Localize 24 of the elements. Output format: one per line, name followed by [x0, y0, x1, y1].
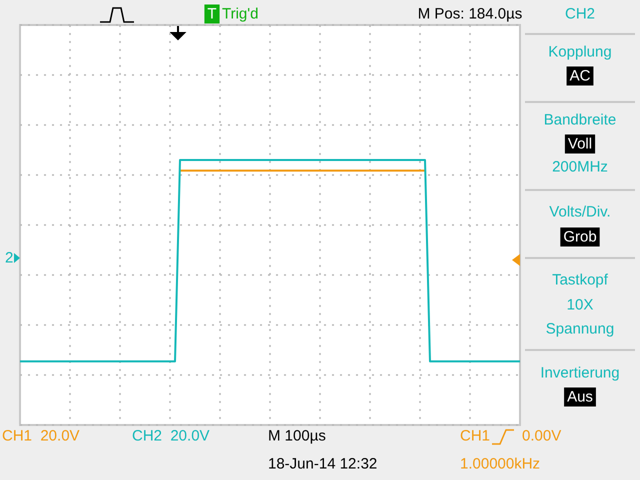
- text: CH1 20.0V: [2, 428, 80, 444]
- text: Spannung: [546, 320, 614, 338]
- text: Bandbreite: [544, 112, 616, 128]
- text: CH1: [460, 428, 490, 444]
- text: Volts/Div.: [549, 204, 611, 220]
- text: CH2: [564, 6, 596, 22]
- text: Kopplung: [548, 44, 612, 60]
- text: 200MHz: [552, 158, 608, 176]
- text: Tastkopf: [552, 272, 609, 288]
- text: CH2 20.0V: [132, 428, 210, 444]
- text: M 100µs: [268, 428, 326, 444]
- text: 1.00000kHz: [460, 456, 540, 472]
- text: 0.00V: [522, 428, 562, 444]
- text: 2: [5, 250, 14, 266]
- text: 18-Jun-14 12:32: [268, 456, 378, 472]
- text: Voll: [568, 136, 592, 152]
- text: M Pos: 184.0µs: [418, 6, 522, 22]
- text: 10X: [566, 296, 594, 314]
- text: Trig'd: [222, 6, 258, 22]
- text: Invertierung: [540, 364, 620, 382]
- text: T: [207, 6, 217, 22]
- text: Grob: [563, 228, 597, 246]
- text: AC: [570, 68, 591, 84]
- text: Aus: [567, 388, 593, 406]
